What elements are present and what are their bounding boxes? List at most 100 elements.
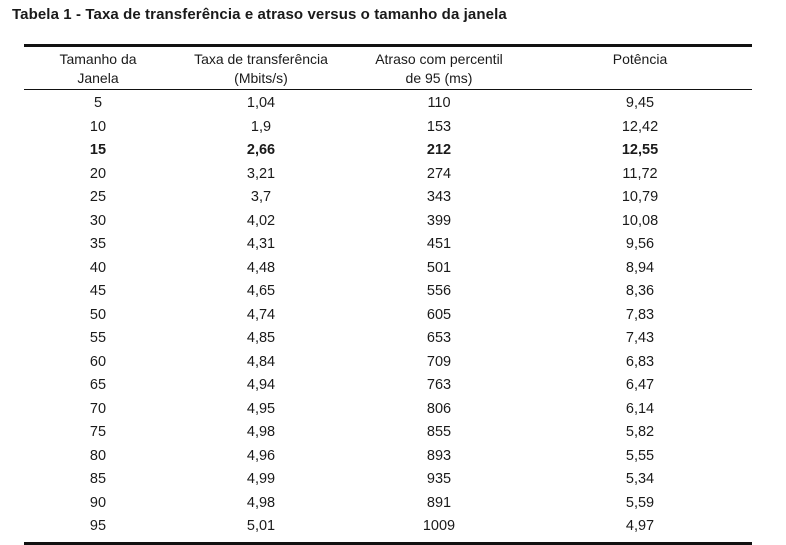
table-row: 75 4,98 855 5,82 [24, 421, 752, 445]
table-row: 50 4,74 605 7,83 [24, 304, 752, 328]
cell-throughput: 4,99 [246, 471, 276, 487]
cell-power: 12,42 [621, 118, 659, 135]
table-row: 45 4,65 556 8,36 [24, 280, 752, 304]
cell-throughput: 4,31 [246, 236, 276, 252]
cell-power: 6,83 [625, 353, 655, 370]
table-row: 85 4,99 935 5,34 [24, 468, 752, 492]
cell-window-size: 90 [89, 494, 107, 511]
cell-power: 6,47 [625, 377, 655, 393]
cell-delay: 653 [426, 330, 452, 346]
table-row: 15 2,66 212 12,55 [24, 139, 752, 163]
cell-delay: 605 [426, 306, 452, 323]
cell-delay: 806 [426, 400, 452, 417]
cell-throughput: 4,65 [246, 283, 276, 299]
cell-throughput: 1,9 [250, 118, 272, 135]
cell-throughput: 4,02 [246, 212, 276, 229]
cell-power: 8,36 [625, 283, 655, 299]
cell-window-size: 15 [89, 142, 107, 158]
table-row: 55 4,85 653 7,43 [24, 327, 752, 351]
cell-power: 9,56 [625, 236, 655, 252]
table-row: 40 4,48 501 8,94 [24, 257, 752, 281]
cell-delay: 1009 [422, 518, 456, 534]
data-table: Tamanho da Janela Taxa de transferência … [24, 44, 752, 545]
column-header-power: Potência [612, 51, 668, 67]
table-row: 80 4,96 893 5,55 [24, 445, 752, 469]
cell-power: 5,82 [625, 424, 655, 440]
column-header-delay: Atraso com percentil de 95 (ms) [375, 51, 503, 86]
cell-throughput: 1,04 [246, 95, 276, 111]
cell-throughput: 2,66 [246, 142, 276, 158]
cell-power: 7,83 [625, 306, 655, 323]
cell-power: 7,43 [625, 330, 655, 346]
cell-window-size: 10 [89, 118, 107, 135]
cell-power: 11,72 [622, 165, 658, 182]
table-row: 10 1,9 153 12,42 [24, 116, 752, 140]
cell-throughput: 3,21 [246, 165, 276, 182]
table-bottom-rule [24, 541, 752, 545]
cell-power: 10,79 [621, 189, 659, 205]
table-row: 30 4,02 399 10,08 [24, 210, 752, 234]
cell-throughput: 3,7 [250, 189, 272, 205]
column-header-window-size: Tamanho da Janela [59, 51, 137, 86]
cell-power: 8,94 [625, 259, 655, 276]
cell-power: 5,59 [625, 494, 655, 511]
cell-delay: 709 [426, 353, 452, 370]
cell-throughput: 4,98 [246, 424, 276, 440]
table-caption: Tabela 1 - Taxa de transferência e atras… [12, 6, 507, 23]
cell-window-size: 30 [89, 212, 107, 229]
cell-throughput: 5,01 [246, 518, 276, 534]
table-row: 90 4,98 891 5,59 [24, 492, 752, 516]
cell-throughput: 4,95 [246, 400, 276, 417]
cell-throughput: 4,48 [246, 259, 276, 276]
cell-window-size: 50 [89, 306, 107, 323]
cell-delay: 556 [426, 283, 452, 299]
cell-power: 12,55 [621, 142, 659, 158]
cell-delay: 212 [426, 142, 452, 158]
table-row: 35 4,31 451 9,56 [24, 233, 752, 257]
cell-delay: 399 [426, 212, 452, 229]
cell-delay: 891 [426, 494, 452, 511]
cell-delay: 893 [426, 447, 452, 464]
cell-window-size: 55 [89, 330, 107, 346]
cell-power: 5,34 [625, 471, 655, 487]
cell-delay: 935 [426, 471, 452, 487]
table-row: 25 3,7 343 10,79 [24, 186, 752, 210]
cell-delay: 110 [427, 95, 451, 111]
cell-window-size: 5 [93, 95, 103, 111]
column-header-throughput: Taxa de transferência (Mbits/s) [194, 51, 328, 86]
cell-window-size: 70 [89, 400, 107, 417]
table-header-row: Tamanho da Janela Taxa de transferência … [24, 47, 752, 89]
cell-window-size: 80 [89, 447, 107, 464]
table-row: 20 3,21 274 11,72 [24, 163, 752, 187]
cell-window-size: 95 [89, 518, 107, 534]
cell-delay: 451 [426, 236, 452, 252]
cell-delay: 855 [426, 424, 452, 440]
cell-throughput: 4,96 [246, 447, 276, 464]
cell-delay: 153 [426, 118, 452, 135]
cell-throughput: 4,94 [246, 377, 276, 393]
cell-power: 6,14 [625, 400, 655, 417]
cell-power: 9,45 [625, 95, 655, 111]
cell-window-size: 25 [89, 189, 107, 205]
cell-throughput: 4,74 [246, 306, 276, 323]
table-row: 70 4,95 806 6,14 [24, 398, 752, 422]
table-body: 5 1,04 110 9,45 10 1,9 153 12,42 15 2,66 212 12,55 2… [24, 90, 752, 542]
cell-delay: 501 [426, 259, 452, 276]
table-row: 65 4,94 763 6,47 [24, 374, 752, 398]
cell-window-size: 35 [89, 236, 107, 252]
cell-delay: 274 [426, 165, 452, 182]
cell-delay: 763 [426, 377, 452, 393]
cell-delay: 343 [426, 189, 452, 205]
cell-window-size: 20 [89, 165, 107, 182]
cell-throughput: 4,84 [246, 353, 276, 370]
cell-window-size: 65 [89, 377, 107, 393]
table-row: 95 5,01 1009 4,97 [24, 515, 752, 539]
cell-window-size: 85 [89, 471, 107, 487]
cell-window-size: 60 [89, 353, 107, 370]
table-row: 60 4,84 709 6,83 [24, 351, 752, 375]
cell-window-size: 75 [89, 424, 107, 440]
table-top-rule [24, 44, 752, 47]
cell-power: 5,55 [625, 447, 655, 464]
cell-throughput: 4,98 [246, 494, 276, 511]
cell-power: 4,97 [625, 518, 655, 534]
